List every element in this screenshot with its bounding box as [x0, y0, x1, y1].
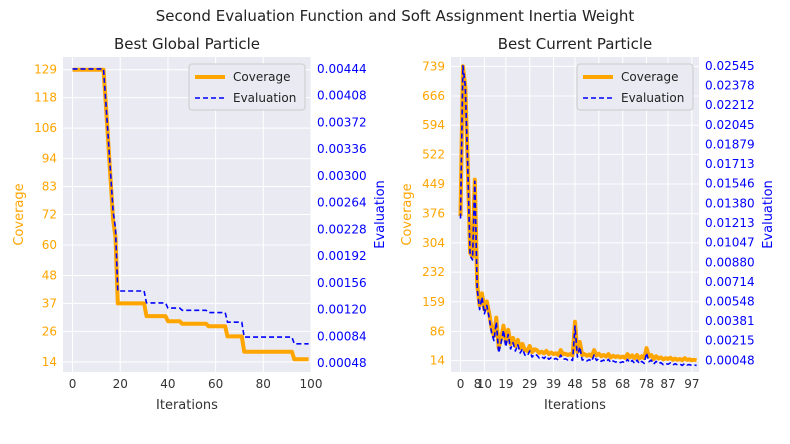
- y-tick-label: 83: [42, 180, 57, 194]
- legend-label: Evaluation: [621, 91, 684, 105]
- y-tick-label: 376: [422, 207, 445, 221]
- y-tick-label: 159: [422, 295, 445, 309]
- y2-tick-label: 0.01047: [705, 236, 755, 250]
- y-tick-label: 522: [422, 147, 445, 161]
- legend-label: Coverage: [621, 70, 679, 84]
- y2-tick-label: 0.01879: [705, 137, 755, 151]
- x-tick-label: 0: [69, 377, 77, 391]
- y2-tick-label: 0.00548: [705, 294, 755, 308]
- x-axis-label: Iterations: [156, 398, 218, 413]
- x-tick-label: 40: [160, 377, 175, 391]
- y2-tick-label: 0.00048: [317, 356, 367, 370]
- y2-axis-label: Evaluation: [761, 180, 776, 249]
- y2-tick-label: 0.00048: [705, 353, 755, 367]
- y2-tick-label: 0.02378: [705, 79, 755, 93]
- y2-tick-label: 0.01213: [705, 216, 755, 230]
- y-tick-label: 666: [422, 89, 445, 103]
- y-tick-label: 14: [42, 355, 57, 369]
- series-line-evaluation: [459, 65, 697, 367]
- y2-tick-label: 0.00300: [317, 169, 367, 183]
- x-tick-label: 48: [567, 377, 582, 391]
- x-tick-label: 39: [546, 377, 561, 391]
- y-tick-label: 60: [42, 238, 57, 252]
- grid-lines: [451, 57, 699, 372]
- y-tick-label: 129: [34, 63, 57, 77]
- figure-suptitle: Second Evaluation Function and Soft Assi…: [156, 7, 635, 25]
- y-tick-label: 14: [430, 354, 445, 368]
- legend: Coverage Evaluation: [576, 63, 694, 111]
- y2-tick-label: 0.00714: [705, 275, 755, 289]
- y-tick-label: 106: [34, 121, 57, 135]
- x-tick-label: 68: [615, 377, 630, 391]
- chart-title: Best Global Particle: [114, 35, 260, 53]
- y2-tick-label: 0.01713: [705, 157, 755, 171]
- series-line-coverage: [72, 67, 309, 362]
- y-tick-label: 72: [42, 208, 57, 222]
- series-line-evaluation: [72, 68, 309, 345]
- y2-tick-label: 0.00408: [317, 89, 367, 103]
- y2-tick-label: 0.01380: [705, 196, 755, 210]
- x-tick-label: 58: [591, 377, 606, 391]
- x-tick-label-minor: 8: [474, 377, 482, 391]
- chart-panel-1: Best Global Particle 0 20 40 60 80 100 14 26 37 48…: [12, 35, 388, 413]
- x-tick-label: 19: [498, 377, 513, 391]
- y-tick-label: 118: [34, 91, 57, 105]
- y-tick-label: 26: [42, 324, 57, 338]
- y2-tick-label: 0.00228: [317, 222, 367, 236]
- x-tick-label: 10: [477, 377, 492, 391]
- y2-tick-label: 0.02212: [705, 98, 755, 112]
- legend: Coverage Evaluation: [188, 63, 306, 111]
- chart-title: Best Current Particle: [498, 35, 653, 53]
- legend-label: Coverage: [233, 70, 291, 84]
- y2-tick-label: 0.00120: [317, 303, 367, 317]
- x-tick-label: 20: [113, 377, 128, 391]
- y2-tick-label: 0.00444: [317, 62, 367, 76]
- y-tick-label: 86: [430, 324, 445, 338]
- y-tick-label: 304: [422, 236, 445, 250]
- y-tick-label: 739: [422, 59, 445, 73]
- y-tick-label: 232: [422, 265, 445, 279]
- series-line-coverage: [458, 64, 697, 363]
- y2-tick-label: 0.00880: [705, 255, 755, 269]
- y-tick-label: 48: [42, 268, 57, 282]
- x-tick-label: 0: [457, 377, 465, 391]
- x-tick-label: 87: [660, 377, 675, 391]
- y2-tick-label: 0.02045: [705, 118, 755, 132]
- y2-tick-label: 0.00192: [317, 249, 367, 263]
- x-tick-label: 100: [300, 377, 323, 391]
- x-tick-label: 60: [208, 377, 223, 391]
- y-axis-label: Coverage: [12, 183, 27, 245]
- y2-tick-label: 0.00336: [317, 142, 367, 156]
- y2-tick-label: 0.02545: [705, 59, 755, 73]
- y-tick-label: 594: [422, 118, 445, 132]
- y2-tick-label: 0.01546: [705, 177, 755, 191]
- legend-label: Evaluation: [233, 91, 296, 105]
- y2-tick-label: 0.00084: [317, 329, 367, 343]
- y-tick-label: 94: [42, 152, 57, 166]
- x-tick-label: 29: [522, 377, 537, 391]
- y2-tick-label: 0.00381: [705, 314, 755, 328]
- y-tick-label: 449: [422, 177, 445, 191]
- y2-axis-label: Evaluation: [373, 180, 388, 249]
- grid-lines: [63, 57, 312, 372]
- y2-tick-label: 0.00372: [317, 115, 367, 129]
- y-tick-label: 37: [42, 296, 57, 310]
- x-tick-label: 78: [639, 377, 654, 391]
- y2-tick-label: 0.00215: [705, 334, 755, 348]
- y2-tick-label: 0.00264: [317, 196, 367, 210]
- y2-tick-label: 0.00156: [317, 276, 367, 290]
- x-axis-label: Iterations: [544, 398, 606, 413]
- x-tick-label: 97: [684, 377, 699, 391]
- x-tick-label: 80: [256, 377, 271, 391]
- y-axis-label: Coverage: [400, 183, 415, 245]
